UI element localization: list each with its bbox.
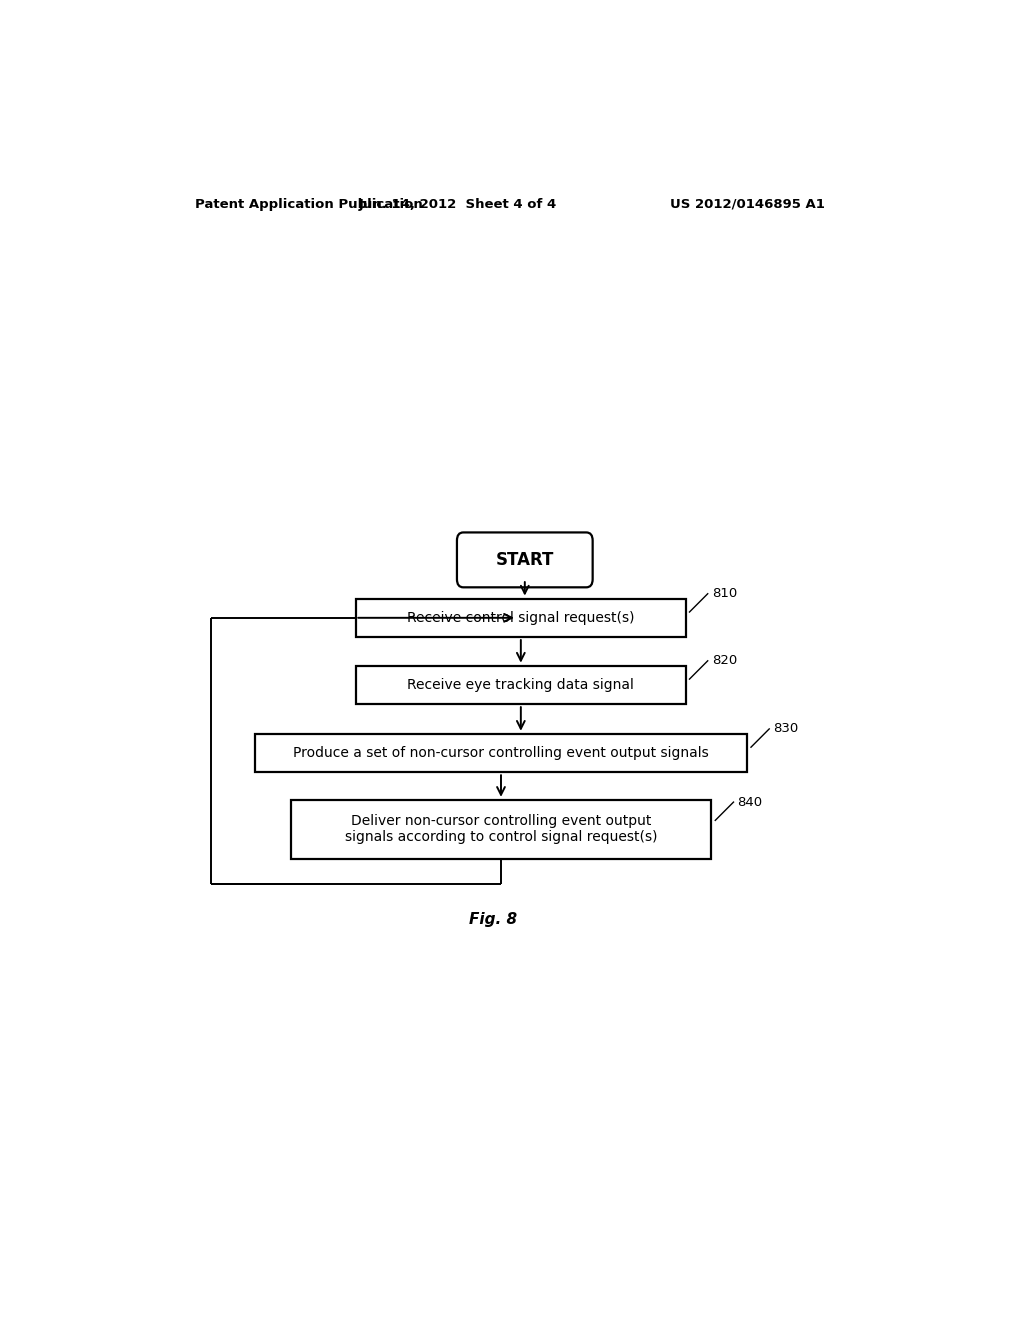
Text: 820: 820 — [712, 655, 737, 668]
Text: Receive eye tracking data signal: Receive eye tracking data signal — [408, 678, 634, 692]
Bar — [255, 734, 748, 772]
Text: Deliver non-cursor controlling event output
signals according to control signal : Deliver non-cursor controlling event out… — [345, 814, 657, 845]
Bar — [291, 800, 712, 859]
Text: US 2012/0146895 A1: US 2012/0146895 A1 — [670, 198, 824, 211]
Text: Produce a set of non-cursor controlling event output signals: Produce a set of non-cursor controlling … — [293, 746, 709, 760]
Bar — [356, 598, 685, 638]
Text: 810: 810 — [712, 587, 737, 601]
Text: Receive control signal request(s): Receive control signal request(s) — [408, 611, 635, 624]
Bar — [356, 665, 685, 704]
Text: 830: 830 — [773, 722, 799, 735]
Text: 840: 840 — [737, 796, 763, 809]
Text: Jun. 14, 2012  Sheet 4 of 4: Jun. 14, 2012 Sheet 4 of 4 — [358, 198, 556, 211]
Text: Fig. 8: Fig. 8 — [469, 912, 517, 927]
FancyBboxPatch shape — [457, 532, 593, 587]
Text: Patent Application Publication: Patent Application Publication — [196, 198, 423, 211]
Text: START: START — [496, 550, 554, 569]
